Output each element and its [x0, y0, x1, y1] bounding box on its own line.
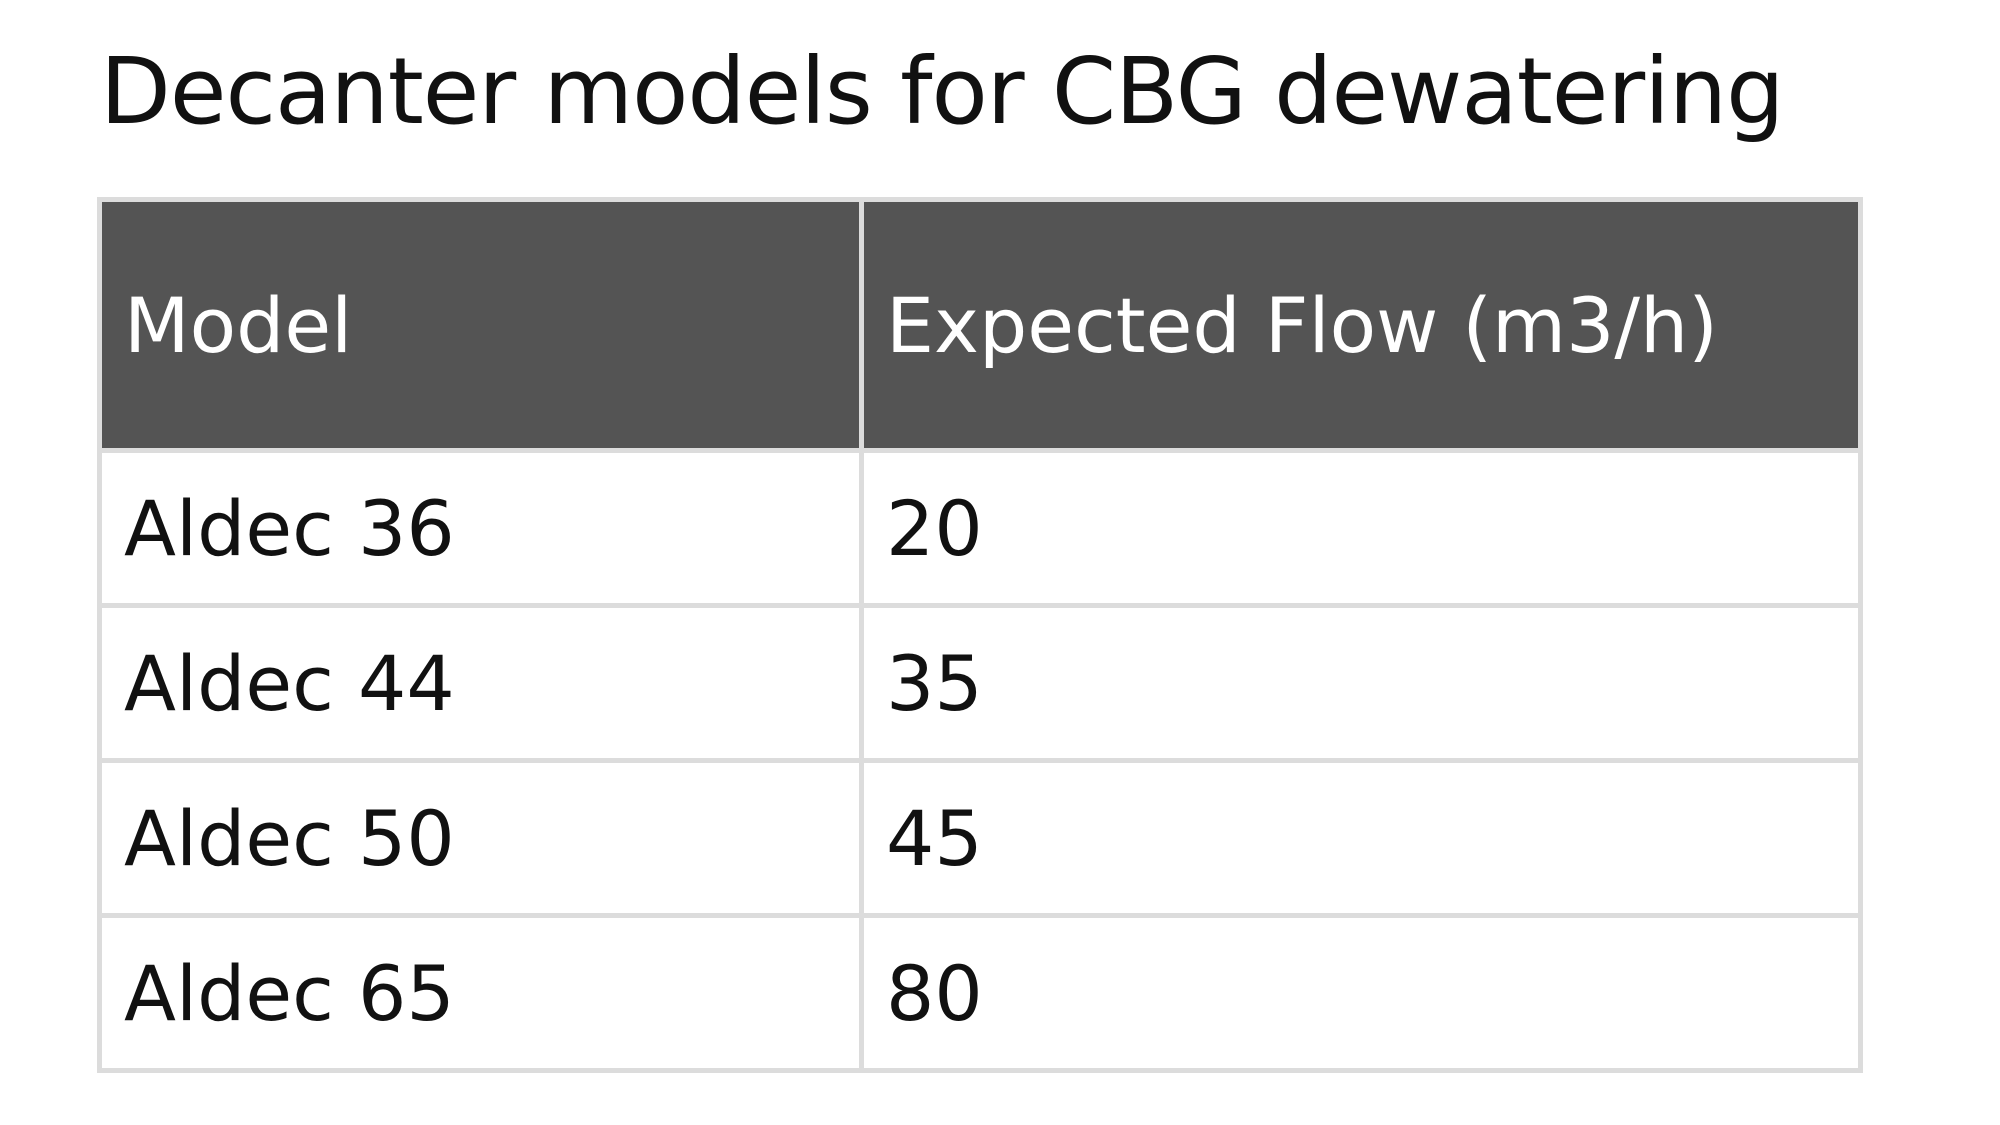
table-row: Aldec 36 20 — [97, 448, 1863, 608]
table-cell: 20 — [859, 448, 1863, 608]
table-cell: 45 — [859, 758, 1863, 918]
table-cell: Aldec 36 — [97, 448, 864, 608]
header-row: Model Expected Flow (m3/h) — [97, 197, 1863, 453]
table-row: Aldec 44 35 — [97, 603, 1863, 763]
table-header: Model Expected Flow (m3/h) — [97, 197, 1863, 453]
table-cell: Aldec 50 — [97, 758, 864, 918]
header-cell: Model — [97, 197, 864, 453]
table-cell: Aldec 65 — [97, 913, 864, 1073]
table-row: Aldec 50 45 — [97, 758, 1863, 918]
table: Model Expected Flow (m3/h) Aldec 36 20 Alde… — [97, 197, 1863, 1073]
table-cell: Aldec 44 — [97, 603, 864, 763]
table-body: Aldec 36 20 Aldec 44 35 Aldec 50 45 Aldec 65 80 — [97, 448, 1863, 1073]
table-row: Aldec 65 80 — [97, 913, 1863, 1073]
table-cell: 35 — [859, 603, 1863, 763]
title: Decanter models for CBG dewatering — [100, 38, 1784, 145]
header-cell: Expected Flow (m3/h) — [859, 197, 1863, 453]
table-cell: 80 — [859, 913, 1863, 1073]
